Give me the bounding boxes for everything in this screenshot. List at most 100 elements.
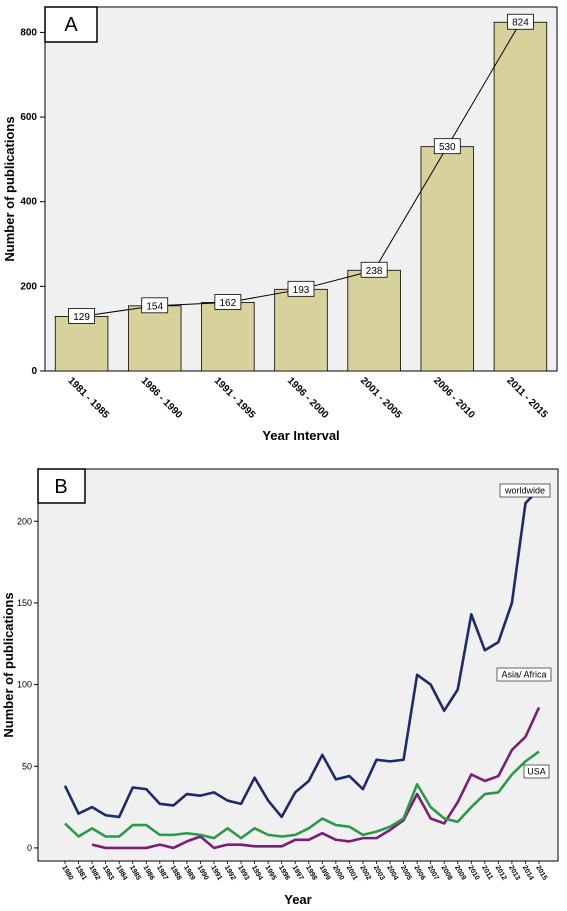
bar	[274, 288, 328, 372]
x-tick-label: 2006	[412, 865, 426, 882]
panel-b-series-lines	[63, 487, 541, 850]
x-tick-label: 1985	[128, 865, 142, 882]
series-label-box	[496, 667, 552, 682]
data-label: 238	[366, 266, 383, 277]
y-tick-label: 0	[31, 366, 37, 377]
x-tick-label: 2000	[331, 865, 345, 882]
x-tick-label: 1999	[318, 865, 332, 882]
x-tick-label: 2009	[453, 865, 467, 882]
panel-b-plot-area	[37, 468, 559, 862]
x-tick-label: 1986 - 1990	[139, 375, 185, 421]
data-label-box	[433, 138, 461, 155]
series-line	[63, 487, 540, 819]
x-tick-label: 1998	[304, 865, 318, 882]
panel-b-x-axis-title: Year	[284, 892, 311, 907]
x-tick-label: 1981 - 1985	[65, 375, 111, 421]
panel-b-series-labels: worldwide Asia/ Africa USA	[496, 483, 552, 779]
x-tick-label: 1997	[290, 865, 304, 882]
x-tick-label: 2006 - 2010	[431, 375, 477, 421]
panel-b-label: B	[54, 476, 67, 498]
x-tick-label: 1987	[155, 865, 169, 882]
bar	[54, 315, 109, 372]
series-line	[64, 750, 540, 840]
x-tick-label: 1996	[277, 865, 291, 882]
data-label-box	[507, 13, 534, 30]
panel-a-label-box	[44, 6, 98, 43]
panel-a-y-axis-title: Number of publications	[2, 116, 17, 261]
data-label: 530	[439, 142, 456, 153]
x-tick-label: 2007	[426, 865, 440, 882]
x-tick-label: 2015	[534, 865, 548, 882]
x-tick-label: 1983	[101, 865, 115, 882]
series-line	[91, 706, 541, 850]
x-tick-label: 2004	[385, 865, 399, 882]
x-tick-label: 2003	[372, 865, 386, 882]
y-tick-label: 50	[22, 761, 32, 771]
panel-b-x-axis: 1980 1981 1982 1983 1984 1985 1986 1987 1988 1989…	[60, 861, 548, 882]
x-tick-label: 1981	[74, 865, 88, 882]
x-tick-label: 2008	[439, 865, 453, 882]
bar	[493, 21, 548, 372]
panel-a-label: A	[64, 14, 78, 36]
data-label: 193	[293, 285, 310, 296]
x-tick-label: 1990	[196, 865, 210, 882]
data-label: 129	[73, 312, 90, 323]
x-tick-label: 2001 - 2005	[358, 375, 404, 421]
panel-a-bars	[54, 21, 548, 372]
x-tick-label: 1995	[263, 865, 277, 882]
y-tick-label: 150	[17, 598, 32, 608]
data-label: 824	[512, 18, 529, 29]
data-label-box	[141, 297, 169, 314]
x-tick-label: 1980	[60, 865, 74, 882]
x-tick-label: 2014	[521, 865, 535, 882]
x-tick-label: 2011 - 2015	[504, 375, 549, 420]
x-tick-label: 1984	[114, 865, 128, 882]
series-label: worldwide	[504, 486, 545, 496]
x-tick-label: 2005	[399, 865, 413, 882]
data-label-box	[214, 294, 242, 310]
x-tick-label: 1989	[182, 865, 196, 882]
bar	[127, 305, 182, 372]
y-tick-label: 200	[17, 516, 32, 526]
bar	[201, 302, 255, 372]
x-tick-label: 1993	[236, 865, 250, 882]
panel-a: A 0 200 400 600 800 129 154 162 193 238 530 824 19…	[2, 6, 558, 443]
x-tick-label: 2010	[467, 865, 481, 882]
y-tick-label: 100	[17, 680, 32, 690]
x-tick-label: 2011	[480, 865, 494, 882]
y-tick-label: 200	[20, 281, 37, 292]
panel-a-x-axis: 1981 - 1985 1986 - 1990 1991 - 1995 1996 - …	[65, 375, 549, 421]
data-label-box	[287, 280, 315, 297]
x-tick-label: 1991 - 1995	[212, 375, 258, 421]
panel-a-y-axis: 0 200 400 600 800	[20, 27, 45, 377]
panel-a-data-labels: 129 154 162 193 238 530 824	[68, 13, 534, 324]
x-tick-label: 2002	[358, 865, 372, 882]
series-label-box	[499, 483, 551, 498]
y-tick-label: 400	[20, 197, 37, 208]
panel-b-y-axis: 0 50 100 150 200	[17, 516, 38, 853]
x-tick-label: 2012	[494, 865, 508, 882]
series-label-box	[523, 764, 550, 779]
x-tick-label: 1986	[142, 865, 156, 882]
bar	[347, 269, 401, 372]
x-tick-label: 1992	[223, 865, 237, 882]
data-label-box	[360, 261, 388, 278]
data-label: 162	[220, 298, 237, 309]
x-tick-label: 2001	[345, 865, 359, 882]
x-tick-label: 1988	[169, 865, 183, 882]
panel-b-label-box	[37, 468, 86, 504]
x-tick-label: 1991	[209, 865, 223, 882]
bar	[420, 146, 475, 372]
x-tick-label: 1982	[87, 865, 101, 882]
data-label: 154	[146, 301, 163, 312]
y-tick-label: 800	[20, 27, 37, 38]
series-label: USA	[527, 767, 546, 777]
y-tick-label: 0	[27, 843, 32, 853]
x-tick-label: 1994	[250, 865, 264, 882]
series-label: Asia/ Africa	[501, 670, 546, 680]
data-label-box	[68, 307, 95, 324]
panel-a-x-axis-title: Year Interval	[262, 428, 339, 443]
panel-b-y-axis-title: Number of publications	[1, 592, 16, 737]
